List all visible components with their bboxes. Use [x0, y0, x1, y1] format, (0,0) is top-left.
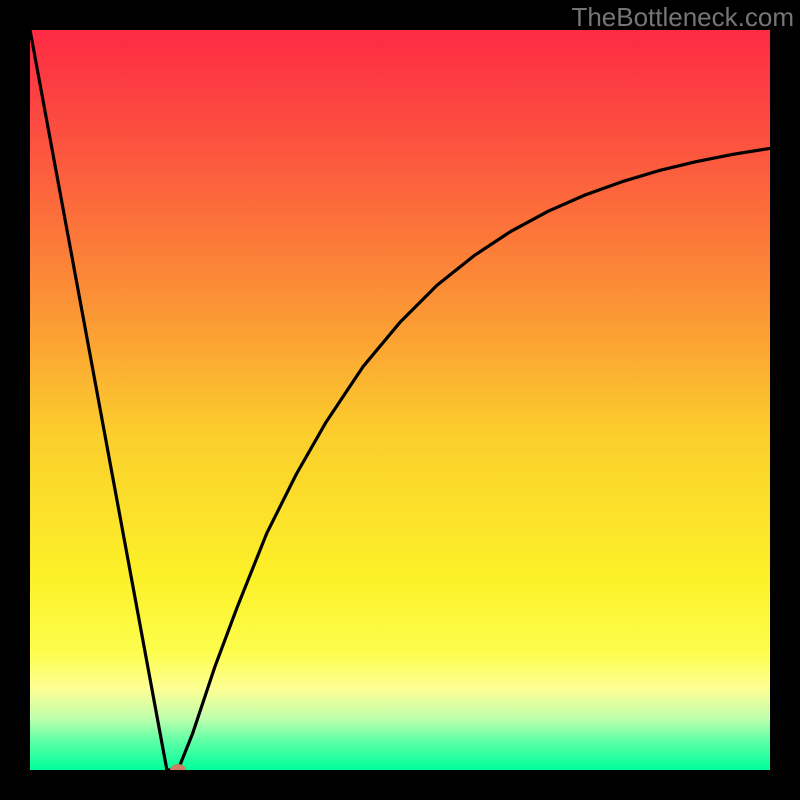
- chart-container: { "canvas": { "width": 800, "height": 80…: [0, 0, 800, 800]
- watermark-text: TheBottleneck.com: [571, 2, 794, 33]
- bottleneck-curve: [30, 30, 770, 770]
- min-point-marker: [170, 764, 186, 770]
- plot-area: [30, 30, 770, 770]
- curve-layer: [30, 30, 770, 770]
